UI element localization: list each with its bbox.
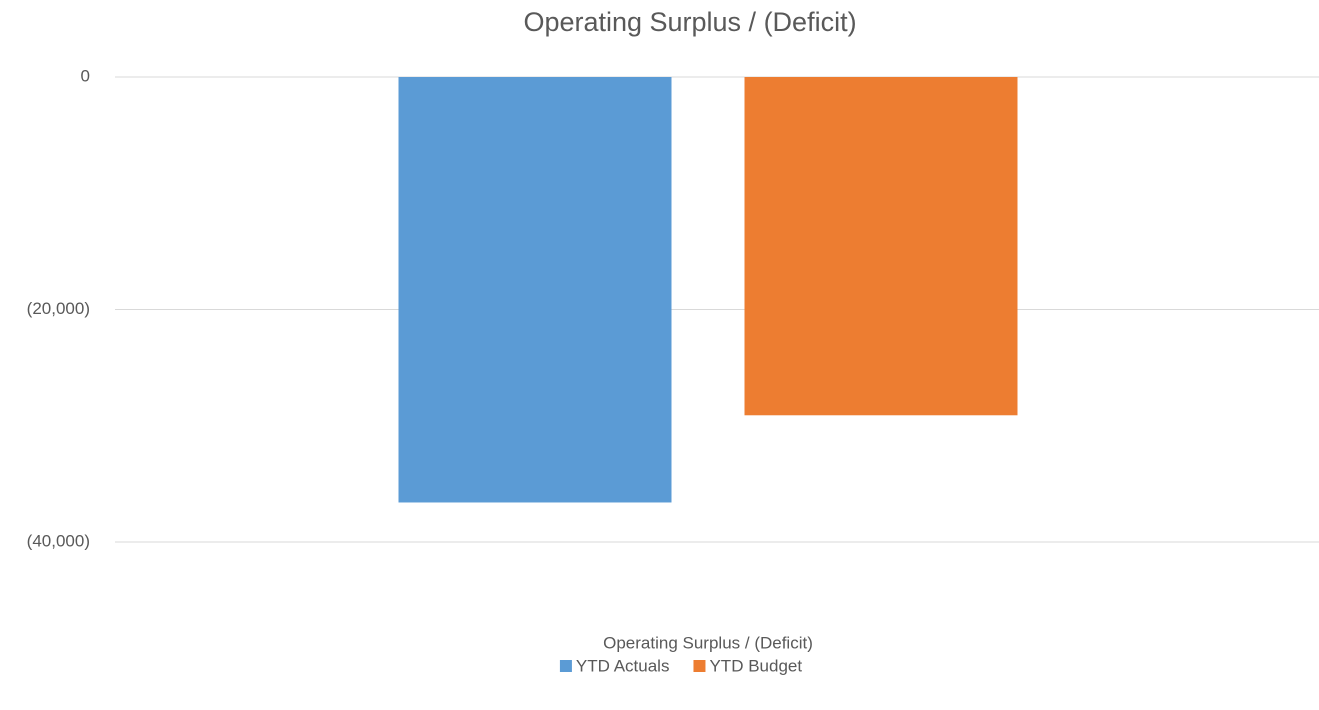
chart-title: Operating Surplus / (Deficit) — [523, 7, 856, 37]
bar — [744, 77, 1018, 416]
bar — [398, 77, 672, 503]
legend-swatch — [559, 660, 572, 672]
y-tick-label: (20,000) — [27, 299, 90, 318]
x-tick-label: Operating Surplus / (Deficit) — [603, 633, 813, 652]
legend-label: YTD Budget — [709, 656, 802, 675]
y-tick-label: (40,000) — [27, 531, 90, 550]
y-tick-label: 0 — [81, 66, 90, 85]
legend-swatch — [693, 660, 706, 672]
legend-label: YTD Actuals — [576, 656, 670, 675]
